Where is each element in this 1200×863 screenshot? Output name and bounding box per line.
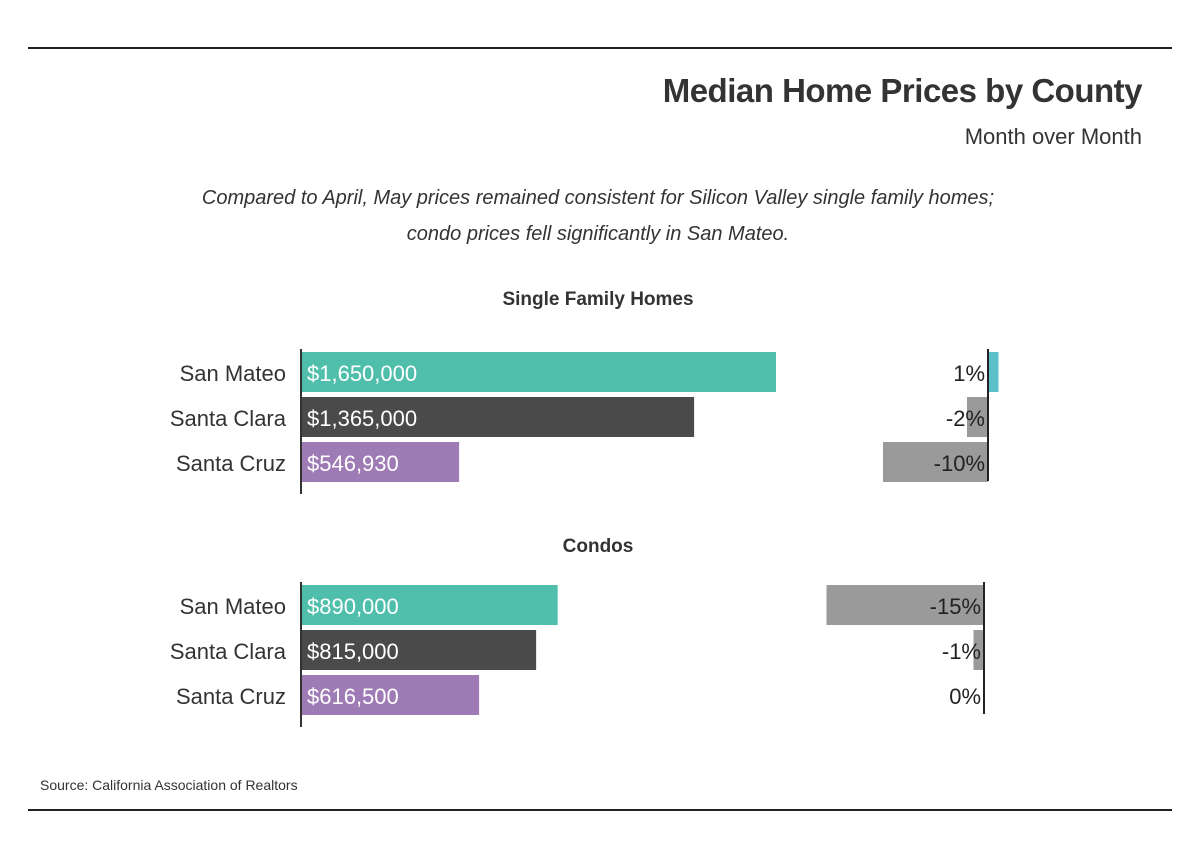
single-family-homes-price-label-santa-cruz: $546,930 [307, 451, 399, 476]
single-family-homes-change-label-santa-cruz: -10% [934, 451, 985, 476]
condos-change-label-santa-cruz: 0% [949, 684, 981, 709]
condos-price-label-santa-clara: $815,000 [307, 639, 399, 664]
condos-panel-title: Condos [563, 536, 634, 557]
condos-price-label-san-mateo: $890,000 [307, 594, 399, 619]
source-note: Source: California Association of Realto… [40, 777, 298, 793]
single-family-homes-change-bar-santa-cruz [883, 442, 988, 482]
single-family-homes-category-label-san-mateo: San Mateo [180, 361, 286, 386]
single-family-homes-change-bar-san-mateo [988, 352, 999, 392]
bottom-rule [28, 809, 1172, 811]
condos-price-bar-santa-clara [302, 630, 537, 670]
single-family-homes-panel-title: Single Family Homes [502, 289, 693, 310]
condos-change-bar-santa-clara [973, 630, 984, 670]
condos-category-label-santa-cruz: Santa Cruz [176, 684, 286, 709]
chart-subtitle: Month over Month [964, 124, 1142, 149]
single-family-homes-price-label-santa-clara: $1,365,000 [307, 406, 417, 431]
single-family-homes-change-label-san-mateo: 1% [953, 361, 985, 386]
single-family-homes-change-bar-santa-clara [967, 397, 988, 437]
condos-category-label-san-mateo: San Mateo [180, 594, 286, 619]
condos-price-bar-santa-cruz [302, 675, 480, 715]
description-line-1: Compared to April, May prices remained c… [201, 187, 995, 209]
chart-description: Compared to April, May prices remained c… [0, 180, 1196, 252]
top-rule [28, 47, 1172, 49]
condos-change-bar-san-mateo [826, 585, 984, 625]
condos-category-label-santa-clara: Santa Clara [170, 639, 287, 664]
single-family-homes-price-bar-santa-clara [302, 397, 695, 437]
single-family-homes-price-bar-san-mateo [302, 352, 776, 392]
condos-price-bar-san-mateo [302, 585, 558, 625]
single-family-homes-category-label-santa-cruz: Santa Cruz [176, 451, 286, 476]
description-line-2: condo prices fell significantly in San M… [406, 223, 790, 245]
single-family-homes-price-label-san-mateo: $1,650,000 [307, 361, 417, 386]
chart-title: Median Home Prices by County [662, 72, 1143, 109]
condos-change-label-san-mateo: -15% [930, 594, 981, 619]
single-family-homes-category-label-santa-clara: Santa Clara [170, 406, 287, 431]
condos-price-label-santa-cruz: $616,500 [307, 684, 399, 709]
condos-change-label-santa-clara: -1% [942, 639, 981, 664]
single-family-homes-change-label-santa-clara: -2% [946, 406, 985, 431]
single-family-homes-price-bar-santa-cruz [302, 442, 460, 482]
